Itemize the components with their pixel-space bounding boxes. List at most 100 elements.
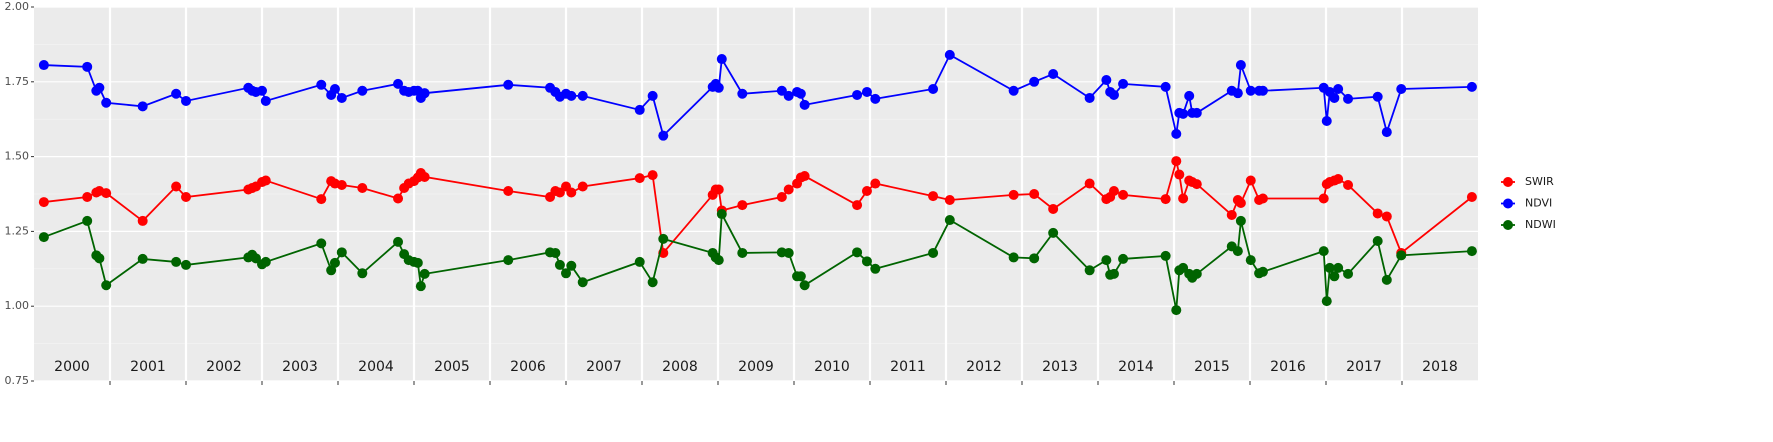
data-point <box>171 88 182 99</box>
data-point <box>82 191 93 202</box>
data-point <box>1171 156 1182 167</box>
data-point <box>713 82 724 93</box>
legend-marker <box>1503 198 1513 209</box>
data-point <box>357 268 368 279</box>
data-point <box>1178 108 1189 119</box>
data-point <box>1191 179 1202 190</box>
data-point <box>1101 75 1112 86</box>
data-point <box>316 79 327 90</box>
data-point <box>1084 92 1095 103</box>
data-point <box>181 95 191 106</box>
data-point <box>171 181 182 192</box>
data-point <box>852 89 863 100</box>
data-point <box>1333 83 1344 94</box>
data-point <box>1226 209 1237 220</box>
data-point <box>1184 90 1195 101</box>
data-point <box>658 130 669 141</box>
data-point <box>503 79 514 90</box>
x-tick-label: 2014 <box>1118 359 1154 375</box>
data-point <box>1178 193 1189 204</box>
data-point <box>1232 88 1243 99</box>
data-point <box>647 90 658 101</box>
data-point <box>1343 180 1354 191</box>
data-point <box>799 99 810 110</box>
data-point <box>577 277 588 288</box>
data-point <box>1324 262 1335 273</box>
data-point <box>566 260 577 271</box>
data-point <box>336 92 347 103</box>
data-point <box>870 178 881 189</box>
data-point <box>783 90 794 101</box>
data-point <box>1108 268 1119 279</box>
data-point <box>713 255 724 266</box>
y-tick-label: 1.75 <box>5 75 30 88</box>
data-point <box>1257 266 1268 277</box>
data-point <box>1171 128 1182 139</box>
data-point <box>171 256 182 267</box>
data-point <box>852 247 863 258</box>
data-point <box>713 184 724 195</box>
data-point <box>137 215 148 226</box>
y-tick-label: 1.00 <box>5 299 30 312</box>
data-point <box>260 256 271 267</box>
data-point <box>1160 250 1171 261</box>
data-point <box>716 209 727 220</box>
data-point <box>412 257 423 268</box>
data-point <box>1048 203 1059 214</box>
x-tick-label: 2005 <box>434 359 470 375</box>
data-point <box>1466 81 1477 92</box>
data-point <box>783 184 794 195</box>
y-tick-label: 1.25 <box>5 224 30 237</box>
data-point <box>1329 92 1340 103</box>
data-point <box>577 181 588 192</box>
data-point <box>336 180 347 191</box>
data-point <box>1318 193 1329 204</box>
data-point <box>799 280 810 291</box>
data-point <box>554 259 565 270</box>
data-point <box>257 85 267 96</box>
x-tick-label: 2001 <box>130 359 166 375</box>
data-point <box>1084 178 1095 189</box>
data-point <box>928 191 939 202</box>
x-tick-label: 2018 <box>1422 359 1458 375</box>
x-tick-label: 2004 <box>358 359 394 375</box>
data-point <box>1245 85 1256 96</box>
data-point <box>415 281 426 292</box>
data-point <box>1048 69 1059 80</box>
data-point <box>329 83 340 94</box>
data-point <box>1029 253 1040 264</box>
x-tick-label: 2015 <box>1194 359 1230 375</box>
data-point <box>393 78 404 89</box>
data-point <box>1029 189 1040 199</box>
data-point <box>393 193 404 204</box>
data-point <box>776 191 787 202</box>
data-point <box>944 194 955 205</box>
data-point <box>38 60 49 71</box>
data-point <box>1108 186 1119 197</box>
data-point <box>1343 268 1354 279</box>
data-point <box>1029 76 1040 87</box>
data-point <box>1257 193 1268 204</box>
data-point <box>783 247 794 258</box>
data-point <box>1372 208 1383 219</box>
data-point <box>1118 78 1129 89</box>
data-point <box>1396 250 1407 261</box>
data-point <box>94 253 105 264</box>
data-point <box>326 265 337 276</box>
data-point <box>1318 246 1329 257</box>
data-point <box>1381 274 1392 285</box>
data-point <box>101 280 112 291</box>
data-point <box>82 61 93 72</box>
x-tick-label: 2007 <box>586 359 622 375</box>
x-tick-label: 2017 <box>1346 359 1382 375</box>
data-point <box>634 104 645 115</box>
data-point <box>260 95 271 106</box>
x-tick-label: 2016 <box>1270 359 1306 375</box>
data-point <box>870 93 881 104</box>
data-point <box>137 253 148 264</box>
data-point <box>647 277 658 288</box>
x-tick-label: 2013 <box>1042 359 1078 375</box>
data-point <box>1321 296 1332 307</box>
data-point <box>799 171 810 182</box>
